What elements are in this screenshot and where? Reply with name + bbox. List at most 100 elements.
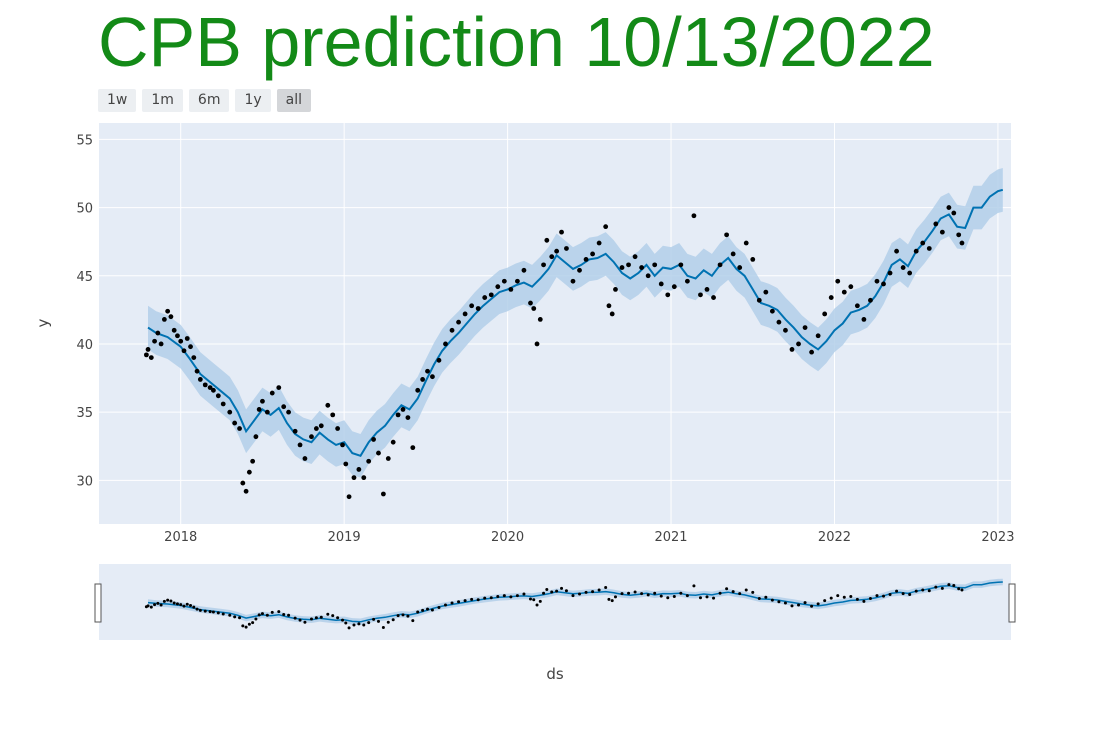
actual-point bbox=[671, 284, 677, 290]
actual-point bbox=[165, 308, 171, 314]
slider-point bbox=[192, 605, 196, 609]
actual-point bbox=[537, 317, 543, 322]
actual-point bbox=[366, 458, 372, 464]
slider-point bbox=[849, 594, 853, 598]
x-tick-label: 2018 bbox=[164, 530, 197, 545]
actual-point bbox=[926, 246, 932, 251]
slider-point bbox=[179, 603, 183, 607]
actual-point bbox=[619, 265, 625, 270]
actual-point bbox=[678, 262, 684, 268]
slider-point bbox=[396, 614, 400, 618]
actual-point bbox=[815, 333, 821, 339]
x-axis-title: ds bbox=[546, 665, 564, 683]
actual-point bbox=[155, 330, 161, 336]
y-tick-label: 30 bbox=[76, 474, 93, 489]
forecast-line bbox=[147, 188, 1004, 457]
actual-point bbox=[756, 297, 762, 303]
range-slider-handle-right[interactable] bbox=[1008, 583, 1016, 623]
range-button-1m[interactable]: 1m bbox=[142, 89, 183, 112]
actual-point bbox=[250, 458, 256, 464]
actual-point bbox=[796, 341, 801, 347]
slider-point bbox=[502, 594, 506, 598]
slider-point bbox=[764, 595, 768, 599]
x-tick-labels: 2018 2019 2020 2021 2022 2023 bbox=[164, 530, 1014, 545]
actual-point bbox=[313, 426, 319, 431]
slider-point bbox=[952, 583, 956, 587]
actual-point bbox=[202, 382, 208, 388]
actual-point bbox=[596, 240, 602, 246]
actual-point bbox=[297, 442, 303, 448]
actual-point bbox=[330, 412, 336, 418]
slider-point bbox=[823, 599, 827, 603]
actual-point bbox=[188, 344, 193, 350]
actual-point bbox=[220, 401, 226, 407]
actual-point bbox=[590, 251, 595, 257]
slider-point bbox=[166, 598, 170, 602]
range-button-all[interactable]: all bbox=[276, 89, 312, 112]
actual-point bbox=[559, 229, 564, 235]
actual-point bbox=[828, 295, 834, 300]
actual-point bbox=[194, 368, 200, 374]
actual-point bbox=[246, 469, 252, 475]
slider-point bbox=[331, 614, 335, 618]
actual-point bbox=[531, 306, 537, 311]
range-slider-points bbox=[144, 583, 964, 630]
slider-point bbox=[216, 611, 220, 615]
slider-point bbox=[189, 603, 193, 607]
slider-point bbox=[797, 603, 801, 607]
slider-point bbox=[862, 599, 866, 603]
slider-point bbox=[960, 588, 964, 592]
slider-point bbox=[172, 601, 176, 605]
slider-point bbox=[627, 591, 631, 595]
actual-point bbox=[318, 423, 324, 429]
actual-point bbox=[371, 437, 376, 442]
slider-point bbox=[198, 608, 202, 612]
slider-point bbox=[692, 584, 696, 588]
actual-point bbox=[501, 278, 507, 284]
actual-point bbox=[380, 491, 386, 497]
actual-point bbox=[783, 327, 788, 333]
slider-band-area bbox=[148, 578, 1003, 626]
actual-point bbox=[415, 387, 421, 393]
actual-point bbox=[376, 450, 381, 456]
slider-point bbox=[489, 596, 493, 600]
actual-point bbox=[456, 319, 461, 325]
range-button-1w[interactable]: 1w bbox=[98, 89, 137, 112]
slider-point bbox=[347, 626, 351, 630]
slider-point bbox=[265, 613, 269, 617]
actual-point bbox=[232, 420, 238, 426]
slider-point bbox=[416, 610, 420, 614]
actual-point bbox=[606, 303, 612, 309]
slider-point bbox=[777, 600, 781, 604]
actual-point bbox=[405, 415, 411, 421]
actual-point bbox=[152, 338, 157, 344]
y-tick-label: 40 bbox=[76, 338, 93, 353]
slider-point bbox=[725, 587, 729, 591]
actual-point bbox=[495, 284, 501, 290]
slider-point bbox=[550, 590, 554, 594]
slider-point bbox=[238, 616, 242, 620]
range-slider[interactable] bbox=[99, 564, 1011, 640]
range-button-1y[interactable]: 1y bbox=[235, 89, 271, 112]
slider-point bbox=[270, 610, 274, 614]
actual-point bbox=[933, 221, 939, 227]
slider-point bbox=[607, 597, 611, 601]
slider-point bbox=[584, 590, 588, 594]
actual-point bbox=[425, 368, 430, 374]
actual-point bbox=[881, 281, 886, 287]
slider-point bbox=[336, 616, 340, 620]
range-slider-handle-left[interactable] bbox=[94, 583, 102, 623]
actual-point bbox=[482, 295, 488, 300]
slider-point bbox=[341, 618, 345, 622]
slider-point bbox=[352, 623, 356, 627]
actual-point bbox=[161, 317, 167, 322]
actual-point bbox=[143, 352, 149, 358]
slider-point bbox=[443, 603, 447, 607]
slider-point bbox=[496, 594, 500, 598]
actual-point bbox=[822, 311, 828, 317]
actual-point bbox=[769, 308, 775, 314]
actual-point bbox=[711, 295, 716, 300]
actual-point bbox=[181, 348, 187, 354]
range-button-6m[interactable]: 6m bbox=[188, 89, 230, 112]
